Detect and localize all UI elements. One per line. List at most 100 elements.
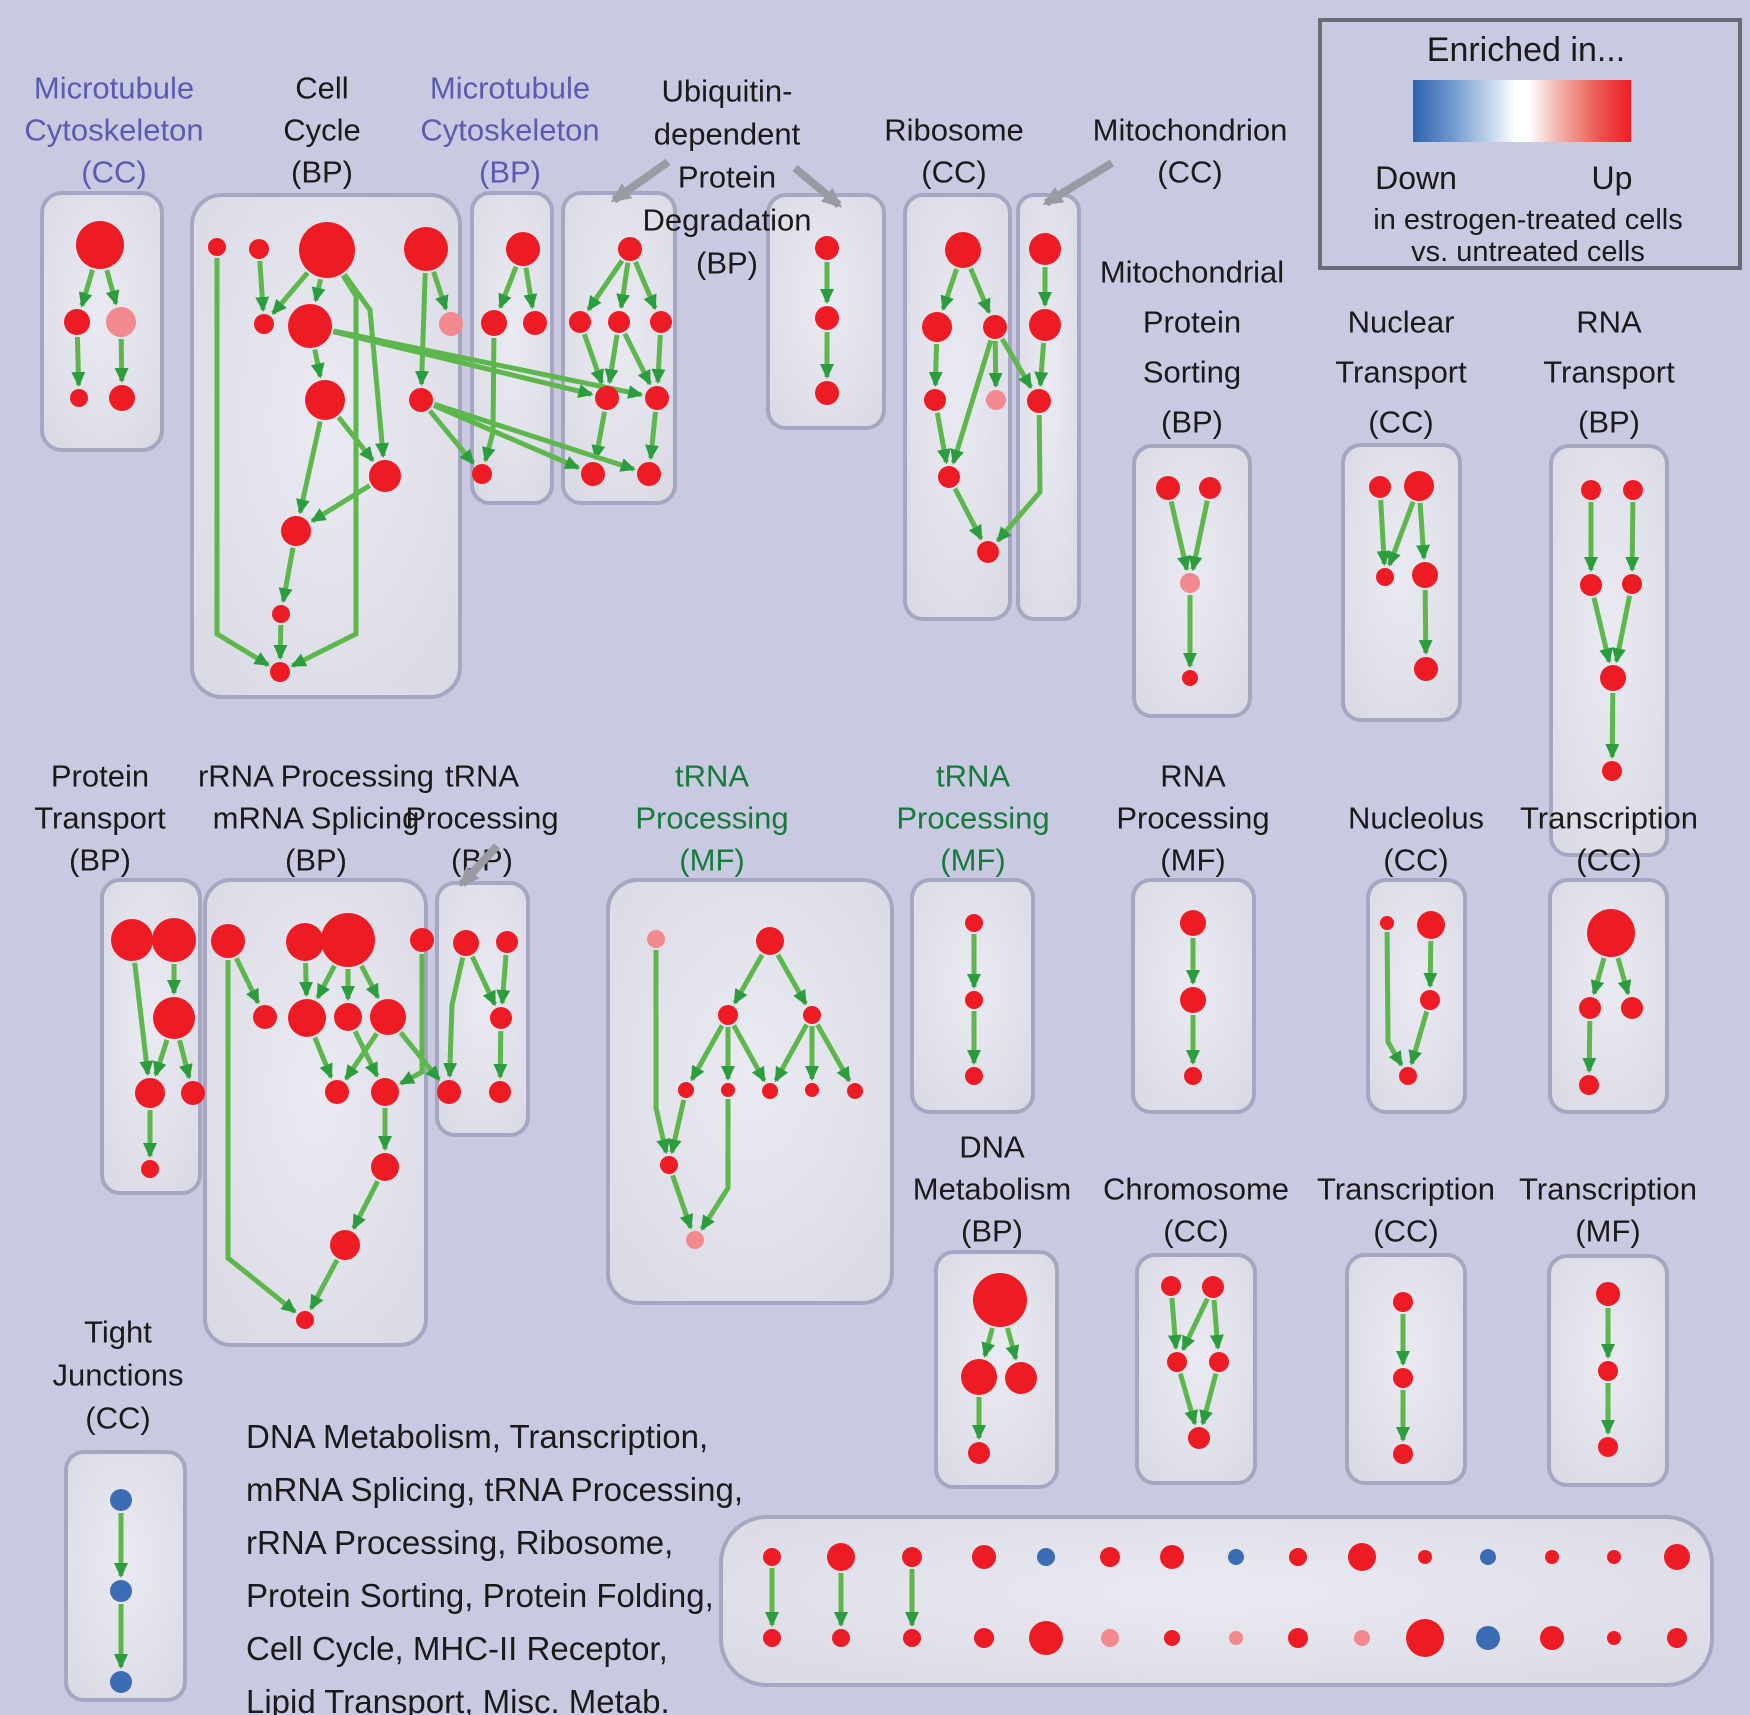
misc-pair-12-top-node: [1545, 1550, 1559, 1564]
protein-transport-node-2: [153, 997, 195, 1039]
nuclear-transport-edge-3: [1418, 589, 1433, 655]
protein-transport-label: (BP): [69, 843, 131, 878]
ub-deg-1-node-6: [581, 462, 605, 486]
misc-pair-11-top-node: [1480, 1549, 1496, 1565]
transcription-mf-node-2: [1598, 1437, 1618, 1457]
transcription-cc-mid-label: (CC): [1576, 843, 1641, 878]
nucleolus-label: Nucleolus: [1348, 801, 1484, 836]
ub-deg-2-node-1: [815, 306, 839, 330]
cell-cycle-node-6: [439, 312, 463, 336]
transcription-cc-mid-label: Transcription: [1520, 801, 1698, 836]
ribosome-node-4: [986, 390, 1006, 410]
cell-cycle-edge-10: [296, 420, 323, 515]
misc-pair-5-bottom-node: [1101, 1629, 1119, 1647]
protein-transport-label: Transport: [34, 801, 166, 836]
tight-junctions-label: (CC): [85, 1401, 150, 1436]
ribosome-label: Ribosome: [884, 113, 1024, 148]
misc-pair-11-bottom-node: [1476, 1626, 1500, 1650]
chromosome-edge-1: [1180, 1297, 1210, 1352]
rna-transport-node-5: [1602, 761, 1622, 781]
rrna-mrna-node-5: [288, 999, 326, 1037]
ub-deg-1-label: Ubiquitin-: [662, 74, 793, 109]
trna-mf-large-edge-3: [689, 1024, 725, 1082]
chromosome-edge-0: [1167, 1297, 1182, 1350]
misc-pair-14-top-node: [1664, 1544, 1690, 1570]
transcription-cc-bottom-node-0: [1393, 1292, 1413, 1312]
legend-up-label: Up: [1592, 160, 1633, 196]
chromosome-edge-3: [1177, 1372, 1198, 1426]
nuclear-transport-node-1: [1404, 471, 1434, 501]
mt-bp-node-0: [506, 232, 540, 266]
transcription-cc-bottom-node-1: [1393, 1368, 1413, 1388]
misc-pair-6-top-node: [1160, 1545, 1184, 1569]
trna-mf-small-label: Processing: [896, 801, 1049, 836]
misc-pair-3-bottom-node: [974, 1628, 994, 1648]
rna-transport-node-1: [1623, 480, 1643, 500]
mito-sorting-node-1: [1199, 477, 1221, 499]
rrna-mrna-edge-7: [343, 1032, 379, 1081]
trna-mf-large-edge-8: [815, 1023, 852, 1083]
cell-cycle-edge-0: [214, 258, 270, 667]
trna-mf-small-label: (MF): [940, 843, 1005, 878]
transcription-cc-mid-node-0: [1587, 909, 1635, 957]
mito-sorting-label: Protein: [1143, 305, 1241, 340]
ub-deg-1-node-2: [608, 311, 630, 333]
label-pointer-arrow-1: [792, 164, 843, 209]
rrna-mrna-node-8: [325, 1080, 349, 1104]
nuclear-transport-box: [1341, 443, 1462, 722]
rna-proc-mf-node-0: [1180, 910, 1206, 936]
rrna-mrna-node-9: [371, 1078, 399, 1106]
ub-deg-1-label: dependent: [654, 117, 801, 152]
ub-deg-1-edge-4: [604, 334, 620, 385]
mt-bp-node-3: [472, 464, 492, 484]
protein-transport-node-0: [111, 919, 153, 961]
cell-cycle-edge-6: [431, 271, 449, 311]
trna-mf-large-node-6: [762, 1083, 778, 1099]
cell-cycle-node-11: [272, 605, 290, 623]
mitochondrion-node-1: [1029, 309, 1061, 341]
tight-junctions-label: Junctions: [53, 1358, 184, 1393]
ub-deg-1-node-7: [637, 462, 661, 486]
trna-bp-node-2: [490, 1007, 512, 1029]
mt-cc-node-4: [109, 385, 135, 411]
dna-metabolism-label: Metabolism: [913, 1172, 1072, 1207]
misc-pair-5-top-node: [1100, 1547, 1120, 1567]
ub-deg-1-edge-0: [586, 259, 625, 312]
ub-deg-1-edge-2: [633, 260, 658, 311]
misc-pair-0-bottom-node: [763, 1629, 781, 1647]
nuclear-transport-node-4: [1414, 657, 1438, 681]
mito-sorting-label: (BP): [1161, 405, 1223, 440]
ribosome-node-0: [945, 232, 981, 268]
nuclear-transport-node-3: [1412, 562, 1438, 588]
nucleolus-edge-1: [1423, 940, 1438, 988]
nuclear-transport-label: Transport: [1335, 355, 1467, 390]
trna-mf-large-node-8: [847, 1083, 863, 1099]
misc-pair-8-bottom-node: [1288, 1628, 1308, 1648]
ub-deg-1-edge-7: [591, 411, 607, 461]
trna-bp-label: Processing: [405, 801, 558, 836]
rrna-mrna-edge-12: [308, 1258, 340, 1311]
misc-pair-3-top-node: [972, 1545, 996, 1569]
mt-cc-label: Microtubule: [34, 71, 194, 106]
trna-bp-node-0: [453, 930, 479, 956]
protein-transport-label: Protein: [51, 759, 149, 794]
trna-mf-small-node-2: [965, 1067, 983, 1085]
transcription-cc-mid-edge-0: [1590, 957, 1607, 996]
rna-transport-node-4: [1600, 665, 1626, 691]
chromosome-node-1: [1202, 1276, 1224, 1298]
transcription-cc-mid-edge-2: [1582, 1020, 1597, 1073]
tight-junctions-box: [64, 1450, 187, 1702]
ribosome-node-1: [922, 312, 952, 342]
misc-pair-10-top-node: [1418, 1550, 1432, 1564]
misc-categories-text-line-4: Cell Cycle, MHC-II Receptor,: [246, 1630, 668, 1667]
transcription-mf-node-1: [1598, 1361, 1618, 1381]
trna-mf-small-node-0: [965, 914, 983, 932]
chromosome-box: [1135, 1253, 1257, 1485]
ribosome-edge-0: [940, 268, 959, 311]
cell-cycle-edge-9: [336, 415, 375, 462]
tight-junctions-node-1: [110, 1580, 132, 1602]
cell-cycle-node-4: [254, 314, 274, 334]
trna-mf-large-node-4: [678, 1082, 694, 1098]
trna-mf-large-edge-1: [732, 953, 765, 1005]
rna-transport-edge-2: [1591, 597, 1613, 664]
